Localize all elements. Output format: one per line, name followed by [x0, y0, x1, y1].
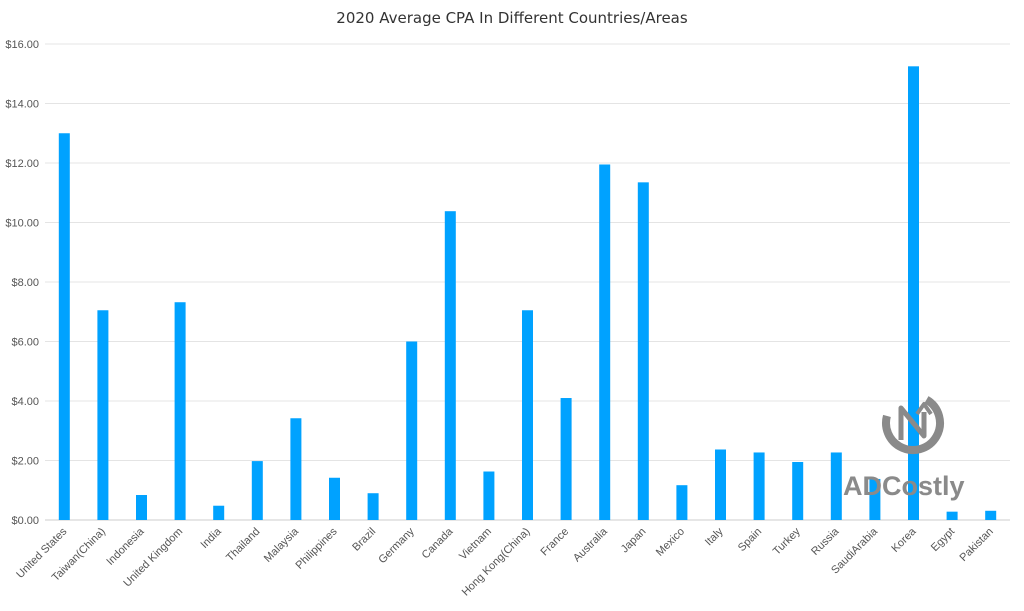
x-category-label: Mexico — [654, 526, 687, 559]
bar-japan — [637, 182, 649, 520]
y-tick-label: $12.00 — [5, 158, 39, 170]
bar-egypt — [946, 511, 958, 520]
bar-australia — [599, 164, 611, 521]
watermark-text: ADCostly — [843, 471, 965, 501]
bar-vietnam — [483, 471, 495, 520]
bar-brazil — [367, 493, 379, 520]
x-category-label: France — [539, 526, 572, 559]
bars — [58, 66, 997, 521]
bar-italy — [715, 449, 726, 520]
bar-saudiarabia — [869, 478, 881, 520]
bar-pakistan — [985, 510, 997, 520]
bar-spain — [753, 452, 765, 520]
x-category-label: Spain — [736, 526, 764, 554]
y-tick-label: $4.00 — [11, 396, 39, 408]
x-category-label: India — [198, 525, 224, 551]
y-tick-label: $6.00 — [11, 337, 39, 349]
bar-mexico — [676, 485, 688, 520]
adcostly-logo-icon — [882, 392, 944, 454]
bar-russia — [830, 452, 842, 520]
y-tick-label: $8.00 — [11, 277, 39, 289]
x-category-label: Turkey — [771, 525, 803, 557]
x-category-label: Egypt — [929, 526, 957, 554]
bar-germany — [406, 341, 418, 520]
y-tick-label: $2.00 — [11, 456, 39, 468]
bar-taiwan-china — [97, 310, 109, 520]
bar-canada — [444, 211, 456, 520]
y-tick-label: $0.00 — [11, 515, 39, 527]
x-category-label: Vietnam — [457, 526, 494, 563]
bar-india — [213, 505, 225, 520]
bar-indonesia — [136, 495, 147, 520]
x-category-label: Philippines — [294, 525, 340, 571]
x-category-label: Pakistan — [957, 526, 995, 564]
x-category-label: Korea — [889, 525, 919, 555]
y-tick-label: $16.00 — [5, 39, 39, 51]
bar-malaysia — [290, 418, 302, 520]
x-category-label: Hong Kong(China) — [460, 526, 533, 599]
x-category-label: Italy — [703, 525, 726, 548]
bar-turkey — [792, 461, 804, 520]
x-category-label: Russia — [809, 525, 842, 558]
bar-hong-kong-china — [522, 310, 533, 520]
x-category-label: Thailand — [224, 526, 262, 564]
x-category-label: Germany — [376, 525, 417, 566]
x-category-label: Australia — [571, 525, 610, 564]
y-axis-tick-labels: $0.00 $2.00 $4.00 $6.00 $8.00 $10.00 $12.00 $14… — [5, 39, 39, 527]
bar-korea — [908, 66, 919, 520]
x-axis-category-labels: United StatesTaiwan(China)IndonesiaUnite… — [14, 525, 996, 599]
bar-united-states — [58, 133, 70, 520]
x-category-label: Brazil — [350, 526, 378, 554]
bar-united-kingdom — [174, 302, 186, 520]
y-tick-label: $14.00 — [5, 99, 39, 111]
x-category-label: Canada — [420, 525, 456, 561]
watermark: ADCostly — [843, 392, 965, 501]
y-tick-label: $10.00 — [5, 218, 39, 230]
chart-title: 2020 Average CPA In Different Countries/… — [336, 9, 688, 27]
bar-france — [560, 398, 572, 520]
bar-philippines — [329, 477, 340, 520]
bar-thailand — [251, 461, 263, 520]
x-category-label: Japan — [619, 526, 649, 556]
x-category-label: Malaysia — [262, 525, 302, 565]
